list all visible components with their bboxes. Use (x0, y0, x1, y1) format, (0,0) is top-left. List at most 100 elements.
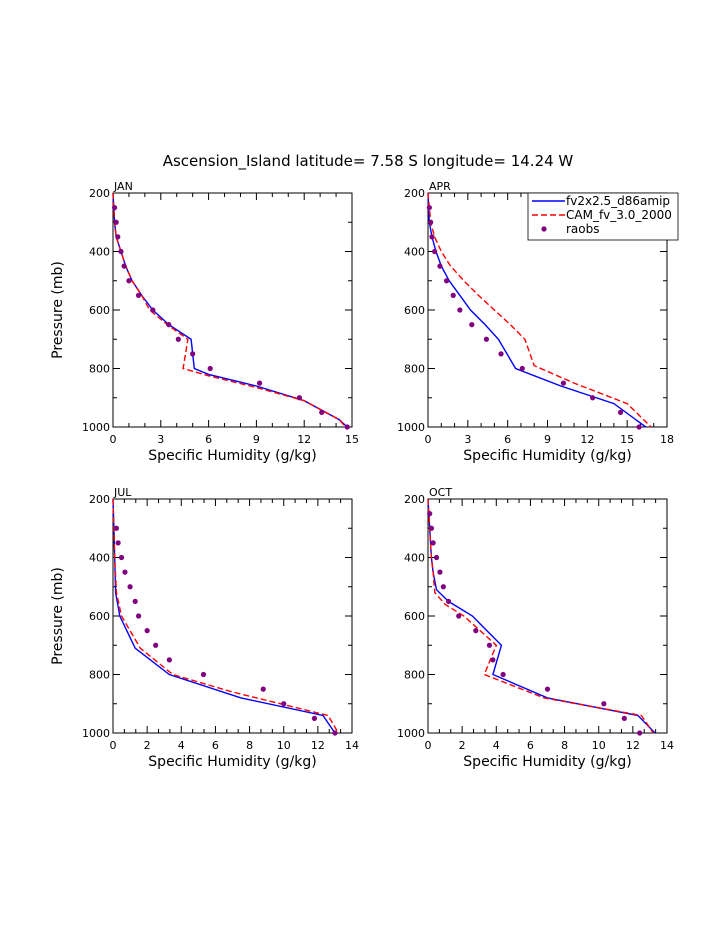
data-point-raobs (621, 715, 627, 721)
panels: JAN 0 3 6 9 12 15 200 400 600 800 1000 Specific Humi… (50, 180, 674, 770)
data-point-raobs (118, 554, 125, 561)
data-point-raobs (260, 686, 266, 692)
x-axis-label: Specific Humidity (g/kg) (463, 448, 631, 464)
data-point-raobs (332, 730, 338, 736)
data-point-raobs (544, 686, 551, 692)
y-tick-label: 400 (404, 246, 425, 259)
legend-label-fv2x2-5-d86amip: fv2x2.5_d86amip (566, 194, 670, 208)
data-point-raobs (437, 569, 443, 575)
data-point-raobs (166, 657, 172, 663)
data-point-raobs (636, 424, 642, 430)
legend-label-raobs: raobs (566, 222, 600, 236)
panel-jul: JUL 0 2 4 6 8 10 12 14 200 400 600 800 1000 Specific H… (50, 486, 359, 770)
data-point-raobs (256, 380, 263, 386)
data-point-raobs (135, 292, 142, 298)
data-point-raobs (457, 307, 463, 313)
x-tick-label: 6 (205, 433, 212, 446)
data-point-raobs (469, 322, 475, 328)
x-tick-label: 15 (620, 433, 634, 446)
data-point-raobs (115, 540, 121, 546)
x-tick-label: 4 (178, 739, 185, 752)
x-tick-label: 4 (493, 739, 500, 752)
y-axis-label: Pressure (mb) (50, 567, 66, 665)
x-tick-label: 18 (660, 433, 674, 446)
plot-frame (112, 498, 353, 734)
series-line-cam-fv-3-0-2000 (112, 498, 339, 734)
data-point-raobs (190, 351, 196, 357)
data-point-raobs (166, 322, 172, 328)
y-tick-label: 600 (404, 610, 425, 623)
data-point-raobs (121, 263, 127, 269)
data-point-raobs (483, 336, 490, 342)
data-point-raobs (473, 628, 479, 634)
data-point-raobs (319, 409, 325, 415)
y-tick-label: 800 (404, 363, 425, 376)
x-tick-label: 3 (464, 433, 471, 446)
data-point-raobs (344, 424, 350, 430)
panel-oct: OCT 0 2 4 6 8 10 12 14 200 400 600 800 1000 Specific H… (397, 486, 674, 770)
y-tick-label: 200 (89, 493, 110, 506)
data-point-raobs (426, 205, 432, 211)
data-point-raobs (153, 642, 159, 648)
data-point-raobs (429, 234, 435, 240)
x-tick-label: 0 (110, 739, 117, 752)
data-point-raobs (150, 307, 156, 313)
data-point-raobs (445, 598, 452, 604)
x-tick-label: 14 (345, 739, 359, 752)
x-tick-label: 0 (425, 433, 432, 446)
plot-frame (112, 192, 353, 428)
data-point-raobs (144, 628, 150, 634)
data-point-raobs (440, 584, 446, 590)
data-point-raobs (127, 584, 133, 590)
x-tick-label: 12 (311, 739, 325, 752)
legend-label-cam-fv-3-0-2000: CAM_fv_3.0_2000 (566, 208, 672, 222)
y-tick-label: 1000 (397, 421, 425, 434)
panel-label: JAN (113, 180, 133, 193)
data-point-raobs (433, 554, 440, 561)
data-point-raobs (122, 569, 128, 575)
x-tick-label: 8 (246, 739, 253, 752)
data-point-raobs (200, 671, 207, 678)
x-tick-label: 12 (297, 433, 311, 446)
x-tick-label: 3 (157, 433, 164, 446)
data-point-raobs (430, 540, 436, 546)
x-tick-label: 6 (504, 433, 511, 446)
y-tick-label: 400 (404, 552, 425, 565)
y-tick-label: 200 (404, 493, 425, 506)
data-point-raobs (456, 613, 462, 619)
y-tick-label: 600 (404, 304, 425, 317)
x-axis-label: Specific Humidity (g/kg) (463, 754, 631, 770)
x-tick-label: 14 (660, 739, 674, 752)
x-tick-label: 10 (277, 739, 291, 752)
series-line-fv2x2-5-d86amip (112, 498, 336, 734)
data-point-raobs (432, 248, 438, 255)
panel-label: JUL (113, 486, 132, 499)
series-line-cam-fv-3-0-2000 (427, 498, 654, 734)
y-tick-label: 1000 (82, 727, 110, 740)
x-tick-label: 2 (144, 739, 151, 752)
data-point-raobs (500, 671, 506, 678)
x-tick-label: 9 (253, 433, 260, 446)
y-tick-label: 800 (89, 669, 110, 682)
data-point-raobs (136, 613, 142, 619)
data-point-raobs (113, 525, 120, 531)
y-tick-label: 800 (89, 363, 110, 376)
x-axis-label: Specific Humidity (g/kg) (148, 754, 316, 770)
data-point-raobs (519, 365, 525, 372)
data-point-raobs (281, 701, 287, 707)
x-tick-label: 12 (626, 739, 640, 752)
y-tick-label: 400 (89, 552, 110, 565)
x-tick-label: 10 (592, 739, 606, 752)
data-point-raobs (486, 642, 493, 648)
y-tick-label: 200 (89, 187, 110, 200)
x-tick-label: 15 (345, 433, 359, 446)
legend-marker-raobs (541, 226, 547, 232)
y-axis-label: Pressure (mb) (50, 261, 66, 359)
y-tick-label: 600 (89, 610, 110, 623)
data-point-raobs (443, 278, 450, 284)
data-point-raobs (601, 701, 607, 707)
panel-jan: JAN 0 3 6 9 12 15 200 400 600 800 1000 Specific Humi… (50, 180, 359, 464)
y-tick-label: 1000 (397, 727, 425, 740)
